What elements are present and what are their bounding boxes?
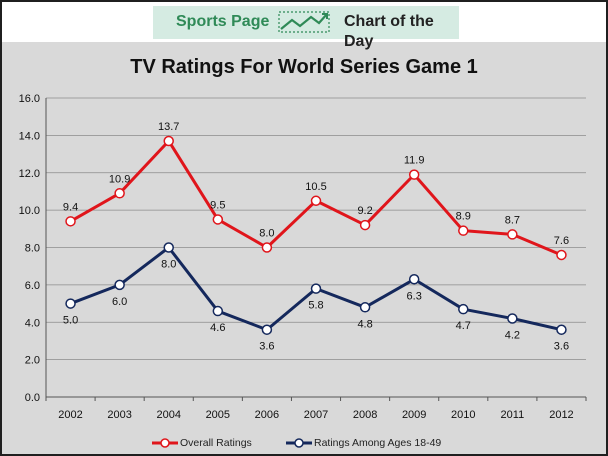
data-point xyxy=(507,313,518,324)
y-tick-label: 16.0 xyxy=(19,93,40,105)
data-label: 10.5 xyxy=(305,181,326,193)
data-point xyxy=(261,324,273,335)
data-point xyxy=(65,216,76,227)
data-label: 6.3 xyxy=(407,290,422,302)
data-label: 3.6 xyxy=(259,341,274,353)
data-point xyxy=(114,188,125,199)
x-tick-label: 2002 xyxy=(58,409,82,421)
data-point xyxy=(359,302,371,313)
data-label: 9.4 xyxy=(63,201,78,213)
header-strip: Sports Page Chart of the Day xyxy=(2,2,606,50)
x-tick-label: 2006 xyxy=(255,409,279,421)
data-label: 13.7 xyxy=(158,121,179,133)
data-label: 8.7 xyxy=(505,214,520,226)
x-tick-label: 2010 xyxy=(451,409,475,421)
data-point xyxy=(458,303,469,315)
data-label: 8.9 xyxy=(456,211,471,223)
data-label: 3.6 xyxy=(554,341,569,353)
data-label: 6.0 xyxy=(112,296,127,308)
chart-title: TV Ratings For World Series Game 1 xyxy=(130,56,478,78)
x-tick-label: 2008 xyxy=(353,409,377,421)
y-tick-label: 10.0 xyxy=(19,205,40,217)
data-point xyxy=(408,274,420,285)
x-tick-label: 2011 xyxy=(501,409,525,421)
data-label: 10.9 xyxy=(109,173,130,185)
trend-chart-icon xyxy=(278,11,330,33)
x-tick-label: 2005 xyxy=(206,409,230,421)
sports-page-banner: Sports Page Chart of the Day xyxy=(153,6,459,50)
y-tick-label: 8.0 xyxy=(25,243,40,255)
legend-swatch xyxy=(286,438,312,448)
data-point xyxy=(310,195,322,207)
data-point xyxy=(507,229,518,240)
x-tick-label: 2003 xyxy=(107,409,131,421)
data-label: 5.0 xyxy=(63,315,78,327)
legend-item: Ratings Among Ages 18-49 xyxy=(284,436,441,450)
data-point xyxy=(65,298,76,309)
data-point xyxy=(114,279,125,291)
data-label: 9.5 xyxy=(210,199,225,211)
banner-right-text: Chart of the Day xyxy=(344,13,434,50)
legend-label: Overall Ratings xyxy=(180,437,252,449)
data-point xyxy=(556,249,567,261)
x-tick-label: 2007 xyxy=(304,409,328,421)
legend-item: Overall Ratings xyxy=(150,436,252,450)
data-label: 8.0 xyxy=(259,228,274,240)
y-tick-label: 6.0 xyxy=(25,280,40,292)
data-point xyxy=(163,135,174,147)
y-tick-label: 12.0 xyxy=(19,168,40,180)
data-point xyxy=(310,283,322,294)
chart-legend: Overall Ratings Ratings Among Ages 18-49 xyxy=(2,436,606,450)
data-label: 9.2 xyxy=(357,205,372,217)
data-point xyxy=(458,225,469,236)
y-tick-label: 4.0 xyxy=(25,317,40,329)
data-label: 4.8 xyxy=(357,318,372,330)
y-tick-label: 2.0 xyxy=(25,355,40,367)
legend-label: Ratings Among Ages 18-49 xyxy=(314,437,442,449)
y-tick-label: 0.0 xyxy=(25,392,40,404)
legend-swatch xyxy=(152,438,178,448)
data-point xyxy=(163,242,174,253)
data-point xyxy=(359,219,371,231)
data-point xyxy=(261,242,273,253)
data-label: 5.8 xyxy=(308,300,323,312)
x-tick-label: 2009 xyxy=(402,409,426,421)
x-tick-label: 2004 xyxy=(156,409,180,421)
data-label: 4.2 xyxy=(505,330,520,342)
data-point xyxy=(212,305,224,317)
y-tick-label: 14.0 xyxy=(19,130,40,142)
data-label: 8.0 xyxy=(161,259,176,271)
data-point xyxy=(212,214,224,225)
x-tick-label: 2012 xyxy=(549,409,573,421)
data-label: 11.9 xyxy=(404,155,425,167)
data-label: 4.7 xyxy=(456,320,471,332)
data-point xyxy=(556,324,567,335)
banner-left-text: Sports Page xyxy=(176,13,270,30)
data-label: 7.6 xyxy=(554,235,569,247)
data-label: 4.6 xyxy=(210,322,225,334)
data-point xyxy=(408,169,420,180)
